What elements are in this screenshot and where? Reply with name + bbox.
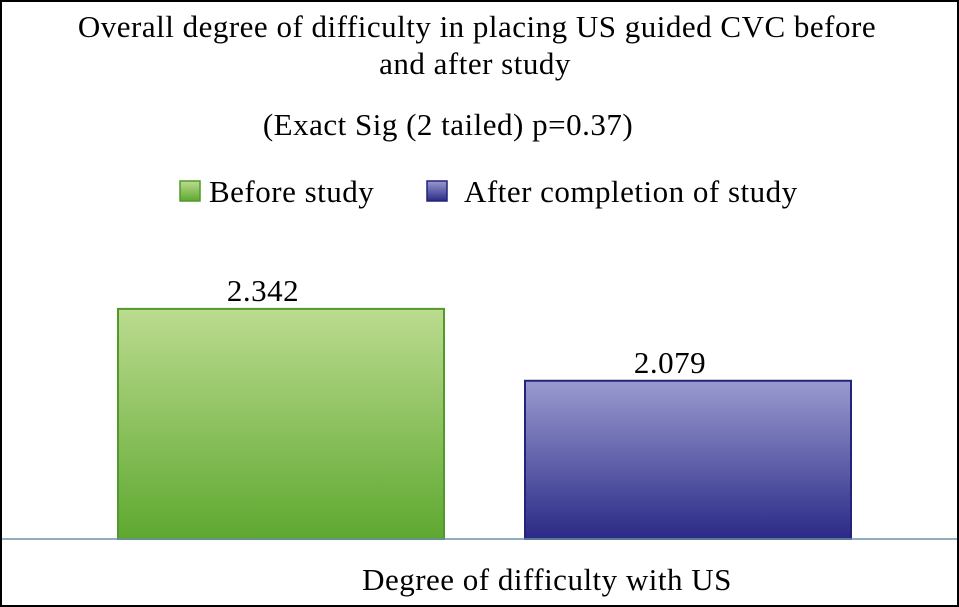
chart-subtitle: (Exact Sig (2 tailed) p=0.37)	[263, 107, 633, 142]
bar-after-completion-of-study	[524, 379, 852, 541]
bar-before-study	[117, 307, 445, 541]
category-label-degree-of-difficulty-with-us: Degree of difficulty with US	[362, 562, 732, 597]
data-label-before-study: 2.342	[227, 273, 299, 308]
legend-label-after-completion-of-study: After completion of study	[464, 174, 798, 209]
legend: Before study After completion of study	[179, 174, 798, 209]
legend-swatch-after-completion-of-study	[426, 180, 448, 202]
legend-label-before-study: Before study	[209, 174, 374, 209]
data-label-after-completion-of-study: 2.079	[634, 345, 706, 380]
legend-swatch-before-study	[179, 180, 201, 202]
plot-area: 2.342 2.079	[117, 273, 852, 541]
chart-title-line1: Overall degree of difficulty in placing …	[78, 9, 876, 44]
chart-title-line2: and after study	[379, 46, 571, 81]
